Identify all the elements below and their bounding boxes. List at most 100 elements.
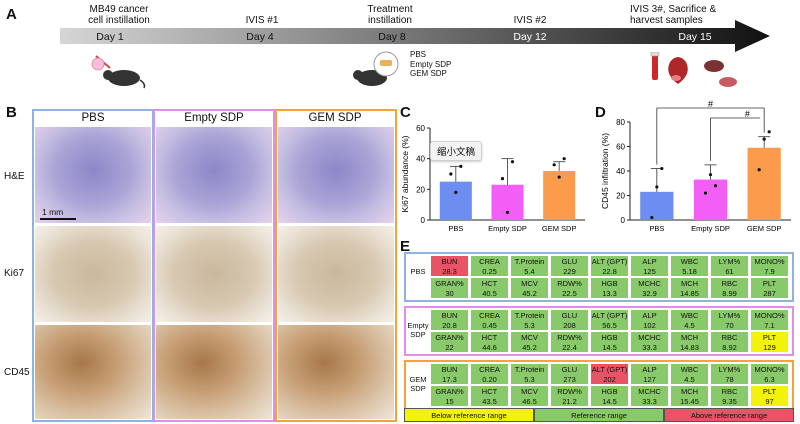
cell-value: 7.1 <box>764 320 775 330</box>
cell-value: 22 <box>445 342 454 352</box>
cell-param: HCT <box>481 333 498 342</box>
table-cell: ALT (GPT) 202 <box>591 364 628 384</box>
cell-param: ALP <box>642 257 657 266</box>
cell-value: 8.99 <box>722 288 737 298</box>
cell-param: GLU <box>561 365 578 374</box>
sig-marker-2: # <box>745 109 750 119</box>
table-cell: ALP 102 <box>631 310 668 330</box>
cell-param: HCT <box>481 279 498 288</box>
y-axis-label: Ki67 abundance (%) <box>400 135 410 212</box>
cell-value: 129 <box>763 342 776 352</box>
table-cell: WBC 4.5 <box>671 364 708 384</box>
cd45-image-empty-sdp <box>156 325 272 419</box>
cell-param: BUN <box>441 257 458 266</box>
table-cell: BUN 17.3 <box>431 364 468 384</box>
cell-value: 17.3 <box>442 374 457 384</box>
table-cell: RDW% 22.4 <box>551 332 588 352</box>
cell-param: ALP <box>642 365 657 374</box>
cell-value: 45.2 <box>522 288 537 298</box>
cell-value: 229 <box>563 266 576 276</box>
cell-param: HCT <box>481 387 498 396</box>
bar-0 <box>640 191 674 220</box>
cell-param: LYM% <box>718 257 741 266</box>
y-axis-label: CD45 infiltration (%) <box>600 133 610 209</box>
x-tick-label: Empty SDP <box>691 224 730 233</box>
day-label-5: Day 15 <box>678 31 712 43</box>
table-cell: CREA 0.20 <box>471 364 508 384</box>
chart-cd45: 0 20 40 60 80 CD45 infiltration (%) PBS Empty S… <box>600 100 791 233</box>
cell-value: 22.5 <box>562 288 577 298</box>
table-cell: LYM% 61 <box>711 256 748 276</box>
cell-value: 208 <box>563 320 576 330</box>
data-point <box>708 173 713 177</box>
cell-param: PLT <box>762 387 777 396</box>
cell-value: 46.5 <box>522 396 537 406</box>
cell-param: WBC <box>680 257 699 266</box>
cell-param: RDW% <box>557 279 582 288</box>
x-tick-label: GEM SDP <box>542 224 577 233</box>
cell-value: 78 <box>725 374 734 384</box>
day-label-2: Day 4 <box>246 31 274 43</box>
timeline-arrow <box>60 20 770 52</box>
ki67-image-empty-sdp <box>156 226 272 322</box>
cell-value: 0.25 <box>482 266 497 276</box>
data-point <box>767 130 771 134</box>
cell-value: 43.5 <box>482 396 497 406</box>
table-cell: HGB 13.3 <box>591 278 628 298</box>
cell-value: 6.3 <box>764 374 775 384</box>
histology-column-empty-sdp <box>153 109 275 422</box>
table-cell: BUN 28.3 <box>431 256 468 276</box>
event-label-4: IVIS #2 <box>513 15 547 26</box>
cell-param: CREA <box>479 365 500 374</box>
bar-1 <box>693 179 728 220</box>
table-cell: GRAN% 15 <box>431 386 468 406</box>
scale-bar <box>40 218 76 220</box>
cell-param: GLU <box>561 257 578 266</box>
cell-value: 102 <box>643 320 656 330</box>
he-image-pbs <box>35 127 151 223</box>
x-tick-label: PBS <box>649 224 664 233</box>
cell-param: ALP <box>642 311 657 320</box>
data-point <box>510 160 515 164</box>
x-tick-label: GEM SDP <box>747 224 782 233</box>
data-point <box>655 185 659 189</box>
table-cell: MCH 14.85 <box>671 278 708 298</box>
table-cell: LYM% 70 <box>711 310 748 330</box>
table-cell: GLU 208 <box>551 310 588 330</box>
mouse-syringe-icon <box>91 55 146 89</box>
cell-param: RBC <box>721 279 738 288</box>
cell-param: RDW% <box>557 333 582 342</box>
col-title-empty-sdp: Empty SDP <box>184 112 244 124</box>
cell-param: T.Protein <box>514 257 545 266</box>
y-tick-label: 80 <box>616 118 625 127</box>
table-cell: LYM% 78 <box>711 364 748 384</box>
he-image-empty-sdp <box>156 127 272 223</box>
table-cell: T.Protein 5.4 <box>511 256 548 276</box>
cd45-image-gem-sdp <box>278 325 394 419</box>
cell-param: HGB <box>601 387 618 396</box>
cell-value: 61 <box>725 266 734 276</box>
cell-param: LYM% <box>718 311 741 320</box>
x-tick-label: PBS <box>448 224 463 233</box>
treatment-list: PBS Empty SDP GEM SDP <box>410 50 451 79</box>
cell-param: MCHC <box>638 279 661 288</box>
he-image-gem-sdp <box>278 127 394 223</box>
cell-param: WBC <box>680 365 699 374</box>
cell-value: 7.9 <box>764 266 775 276</box>
data-point <box>557 175 561 179</box>
table-cell: RBC 8.99 <box>711 278 748 298</box>
cell-param: ALT (GPT) <box>591 365 628 374</box>
data-point <box>660 166 664 171</box>
event-label-5: IVIS 3#, Sacrifice & harvest samples <box>630 4 717 26</box>
table-cell: GLU 229 <box>551 256 588 276</box>
table-cell: PLT 129 <box>751 332 788 352</box>
row-label-cd45: CD45 <box>4 367 30 378</box>
cell-param: MONO% <box>754 365 785 374</box>
cell-value: 4.5 <box>684 374 695 384</box>
cell-value: 9.35 <box>722 396 737 406</box>
cell-value: 125 <box>643 266 656 276</box>
cell-value: 40.5 <box>482 288 497 298</box>
bar-0 <box>439 181 472 220</box>
table-cell: BUN 20.8 <box>431 310 468 330</box>
cell-param: BUN <box>441 365 458 374</box>
